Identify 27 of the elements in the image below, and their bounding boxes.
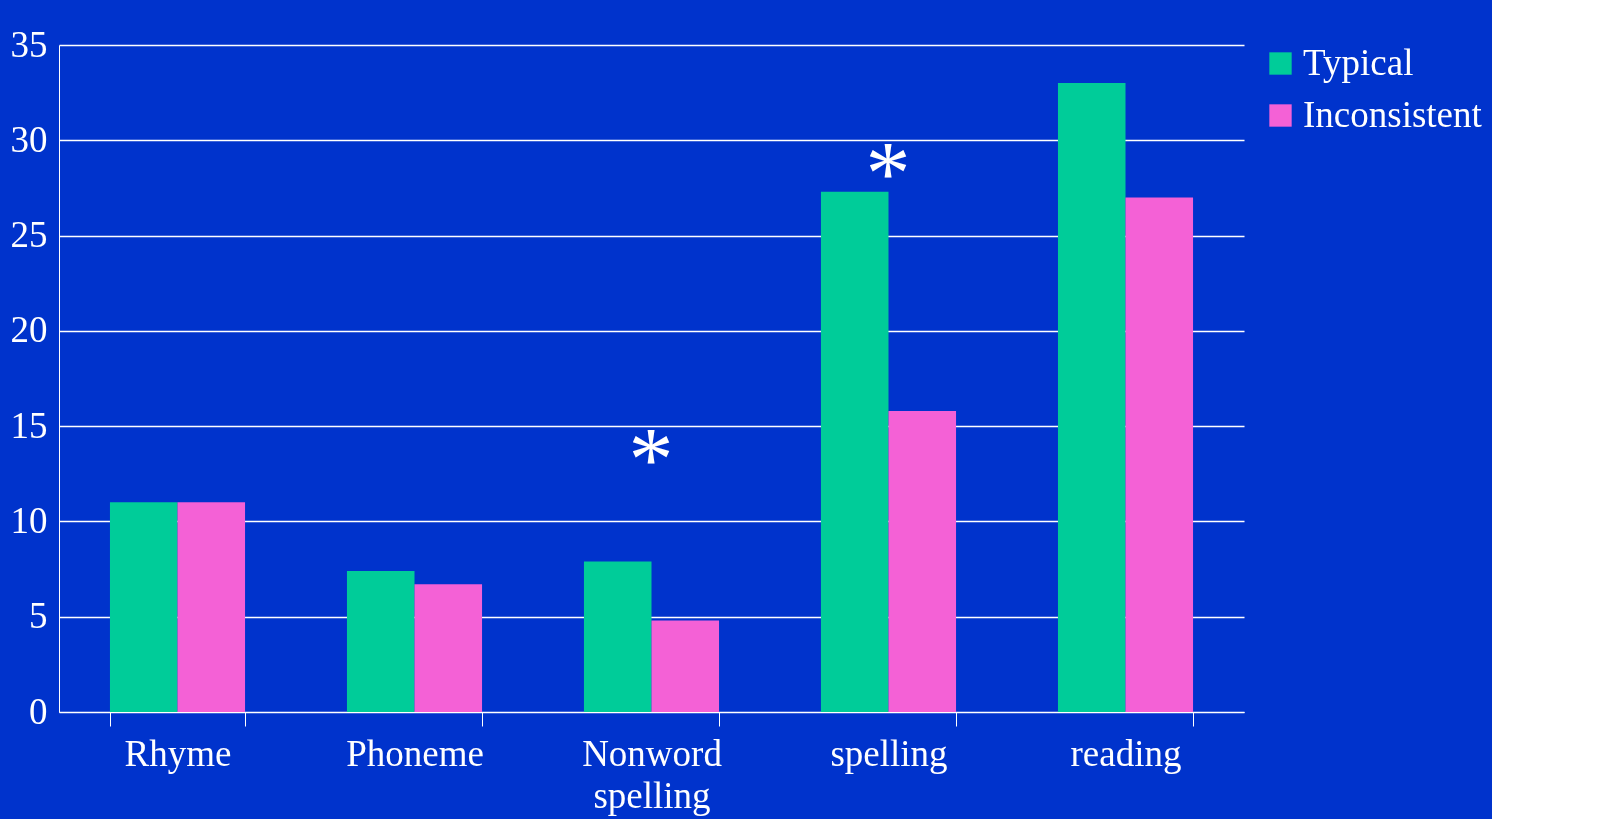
bar <box>820 191 889 712</box>
bar <box>1057 83 1126 712</box>
y-tick-label: 5 <box>29 595 48 637</box>
bar <box>109 502 178 712</box>
x-tick-label: reading <box>1070 732 1182 774</box>
bar <box>177 502 246 712</box>
y-tick-label: 15 <box>10 404 48 446</box>
x-tick-label: spelling <box>830 732 948 774</box>
x-tick-label: Phoneme <box>346 732 484 774</box>
y-tick-label: 0 <box>29 690 48 732</box>
bar <box>651 620 720 712</box>
y-tick-label: 35 <box>10 23 48 65</box>
bar <box>583 561 652 712</box>
y-tick-label: 10 <box>10 499 48 541</box>
legend-label: Typical <box>1303 41 1414 83</box>
annotation: * <box>628 410 674 509</box>
x-tick-label: Rhyme <box>124 732 232 774</box>
bar <box>346 570 415 712</box>
y-tick-label: 20 <box>10 309 48 351</box>
annotation: * <box>865 124 911 223</box>
bar <box>1125 197 1194 712</box>
bar <box>888 410 957 712</box>
x-tick-label: Nonword spelling <box>582 732 723 816</box>
y-tick-label: 25 <box>10 214 48 256</box>
legend-label: Inconsistent <box>1303 93 1483 135</box>
y-tick-label: 30 <box>10 118 48 160</box>
bar <box>414 584 483 712</box>
